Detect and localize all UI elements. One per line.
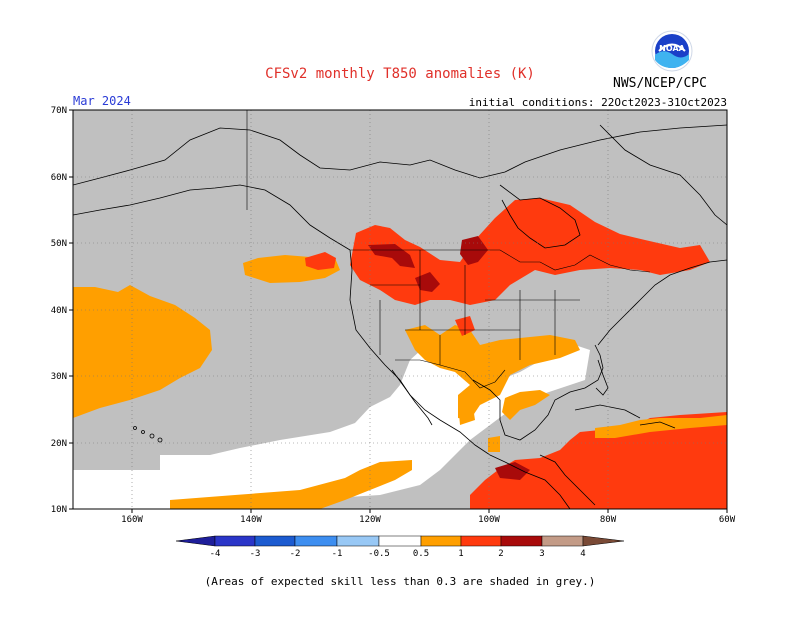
colorbar-swatch [254, 535, 296, 547]
neutral-area-pacific [73, 342, 590, 509]
anomaly-central-america-orange [488, 436, 500, 452]
colorbar-swatch [214, 535, 256, 547]
colorbar-label: 0.5 [413, 549, 429, 559]
lat-tick-label: 70N [51, 106, 67, 116]
colorbar-arrow-left [175, 535, 216, 547]
anomaly-north-us-red [350, 198, 710, 305]
logo-text: NOAA [659, 44, 685, 53]
coastlines [73, 124, 727, 509]
anomaly-central-orange [405, 325, 580, 420]
colorbar-labels: -4 -3 -2 -1 -0.5 0.5 1 2 3 4 [210, 549, 586, 559]
lat-tick-label: 50N [51, 239, 67, 249]
colorbar-swatch [500, 535, 543, 547]
lat-tick-label: 10N [51, 505, 67, 515]
anomaly-pacific-west [73, 285, 212, 418]
colorbar-swatch [336, 535, 380, 547]
lon-tick-label: 140W [240, 515, 262, 525]
colorbar [175, 535, 625, 547]
colorbar-arrow-right [582, 535, 625, 547]
anomaly-mexico-pacific-orange [458, 400, 475, 425]
latitude-labels: 70N 60N 50N 40N 30N 20N 10N [51, 106, 67, 515]
noaa-logo-icon: NOAA [651, 30, 693, 72]
colorbar-label: 4 [580, 549, 585, 559]
colorbar-swatch [294, 535, 338, 547]
anomaly-caribbean-red [470, 412, 727, 509]
map-field [73, 110, 727, 509]
political-borders [246, 110, 651, 389]
lon-tick-label: 60W [719, 515, 736, 525]
lat-tick-label: 60N [51, 173, 67, 183]
anomaly-caribbean-orange [595, 415, 727, 438]
graticule [73, 110, 727, 509]
lon-tick-label: 100W [478, 515, 500, 525]
colorbar-label: 3 [539, 549, 544, 559]
colorbar-label: -2 [290, 549, 301, 559]
anomaly-pacific-nw-red [305, 252, 336, 270]
colorbar-swatch [460, 535, 502, 547]
agency-label: NWS/NCEP/CPC [613, 76, 707, 91]
anomaly-south-pacific-band [170, 460, 412, 509]
valid-month-label: Mar 2024 [73, 94, 131, 108]
anomaly-mexico-orange [502, 390, 550, 420]
longitude-labels: 160W 140W 120W 100W 80W 60W [121, 515, 736, 525]
anomaly-dark-red-montana [415, 272, 440, 292]
skill-footnote: (Areas of expected skill less than 0.3 a… [204, 575, 596, 588]
lat-tick-label: 40N [51, 306, 67, 316]
colorbar-label: -0.5 [368, 549, 390, 559]
lat-tick-label: 30N [51, 372, 67, 382]
colorbar-label: -3 [250, 549, 261, 559]
axis-ticks [69, 109, 728, 513]
lon-tick-label: 80W [600, 515, 617, 525]
anomaly-caribbean-dark-red [495, 462, 530, 480]
colorbar-label: 1 [458, 549, 463, 559]
colorbar-label: -1 [332, 549, 343, 559]
colorbar-label: -4 [210, 549, 221, 559]
colorbar-swatch [378, 535, 422, 547]
lat-tick-label: 20N [51, 439, 67, 449]
lon-tick-label: 120W [359, 515, 381, 525]
lon-tick-label: 160W [121, 515, 143, 525]
map-title: CFSv2 monthly T850 anomalies (K) [265, 66, 535, 82]
colorbar-swatch [541, 535, 584, 547]
colorbar-swatch [420, 535, 462, 547]
colorbar-label: 2 [498, 549, 503, 559]
initial-conditions-label: initial conditions: 22Oct2023-31Oct2023 [468, 96, 727, 109]
